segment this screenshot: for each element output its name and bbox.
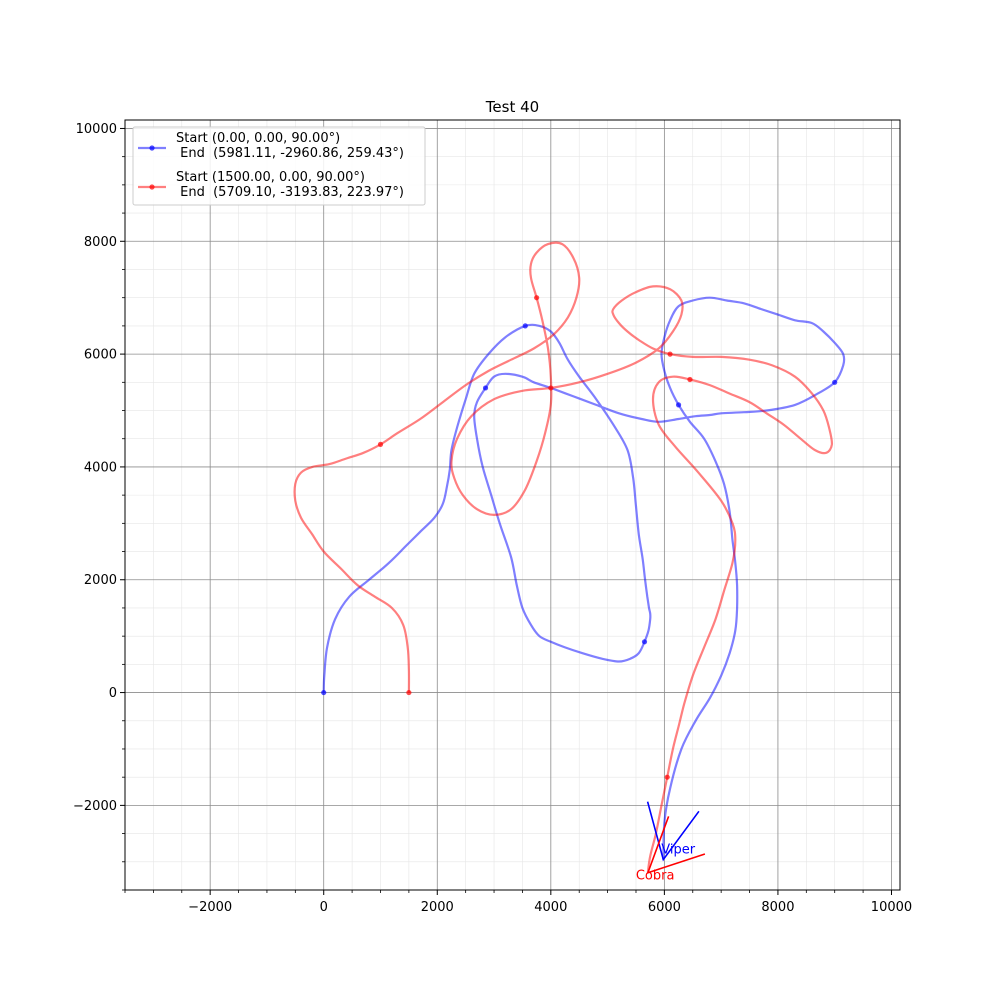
y-tick-label: 8000 [84, 235, 117, 250]
x-tick-label: 6000 [648, 900, 681, 915]
x-tick-label: −2000 [188, 900, 232, 915]
series-point-1 [522, 323, 528, 329]
series-point-1 [641, 639, 648, 645]
y-tick-label: −2000 [73, 799, 117, 814]
annotation-label: Cobra [636, 869, 675, 884]
plot-frame [124, 119, 901, 891]
series-point-2 [406, 689, 412, 696]
y-tick-label: 6000 [84, 348, 117, 363]
x-tick-label: 2000 [421, 900, 454, 915]
series-point-1 [321, 689, 327, 696]
ticks-layer: −2000 0 2000 4000 6000 8000 10000 −2000 0 2000 400… [73, 122, 912, 915]
legend-box [132, 126, 426, 206]
legend-entry-line1: Start (0.00, 0.00, 90.00°) [176, 131, 340, 146]
major-grid [125, 120, 900, 890]
legend: Start (0.00, 0.00, 90.00°) End (5981.11,… [132, 126, 426, 206]
series-point-2 [534, 295, 540, 301]
y-tick-label: 4000 [84, 460, 117, 475]
series-point-2 [667, 351, 673, 357]
series-point-1 [482, 385, 489, 391]
series-point-2 [377, 441, 384, 447]
legend-swatch-marker [149, 184, 155, 190]
series-point-1 [832, 379, 838, 385]
x-tick-label: 8000 [761, 900, 794, 915]
x-tick-label: 4000 [534, 900, 567, 915]
y-tick-label: 10000 [76, 122, 117, 137]
x-tick-label: 10000 [871, 900, 912, 915]
series-point-1 [675, 402, 682, 408]
legend-entry-line2: End (5709.10, -3193.83, 223.97°) [176, 185, 404, 200]
series-point-2 [548, 385, 554, 391]
annotation-label: Viper [661, 843, 695, 858]
series-line-2 [293, 241, 834, 873]
series-point-2 [687, 376, 693, 383]
series-point-2 [664, 774, 670, 780]
y-tick-label: 0 [109, 686, 117, 701]
heading-marker-1 [646, 801, 700, 862]
annotation-layer: Viper Cobra [636, 801, 706, 884]
series-layer [293, 241, 846, 873]
legend-entry-line2: End (5981.11, -2960.86, 259.43°) [176, 146, 404, 161]
x-tick-label: 0 [320, 900, 328, 915]
chart-title: Test 40 [485, 98, 539, 116]
y-tick-label: 2000 [84, 573, 117, 588]
legend-swatch-marker [149, 145, 155, 151]
legend-entry-line1: Start (1500.00, 0.00, 90.00°) [176, 170, 365, 185]
heading-marker-2 [646, 816, 706, 874]
